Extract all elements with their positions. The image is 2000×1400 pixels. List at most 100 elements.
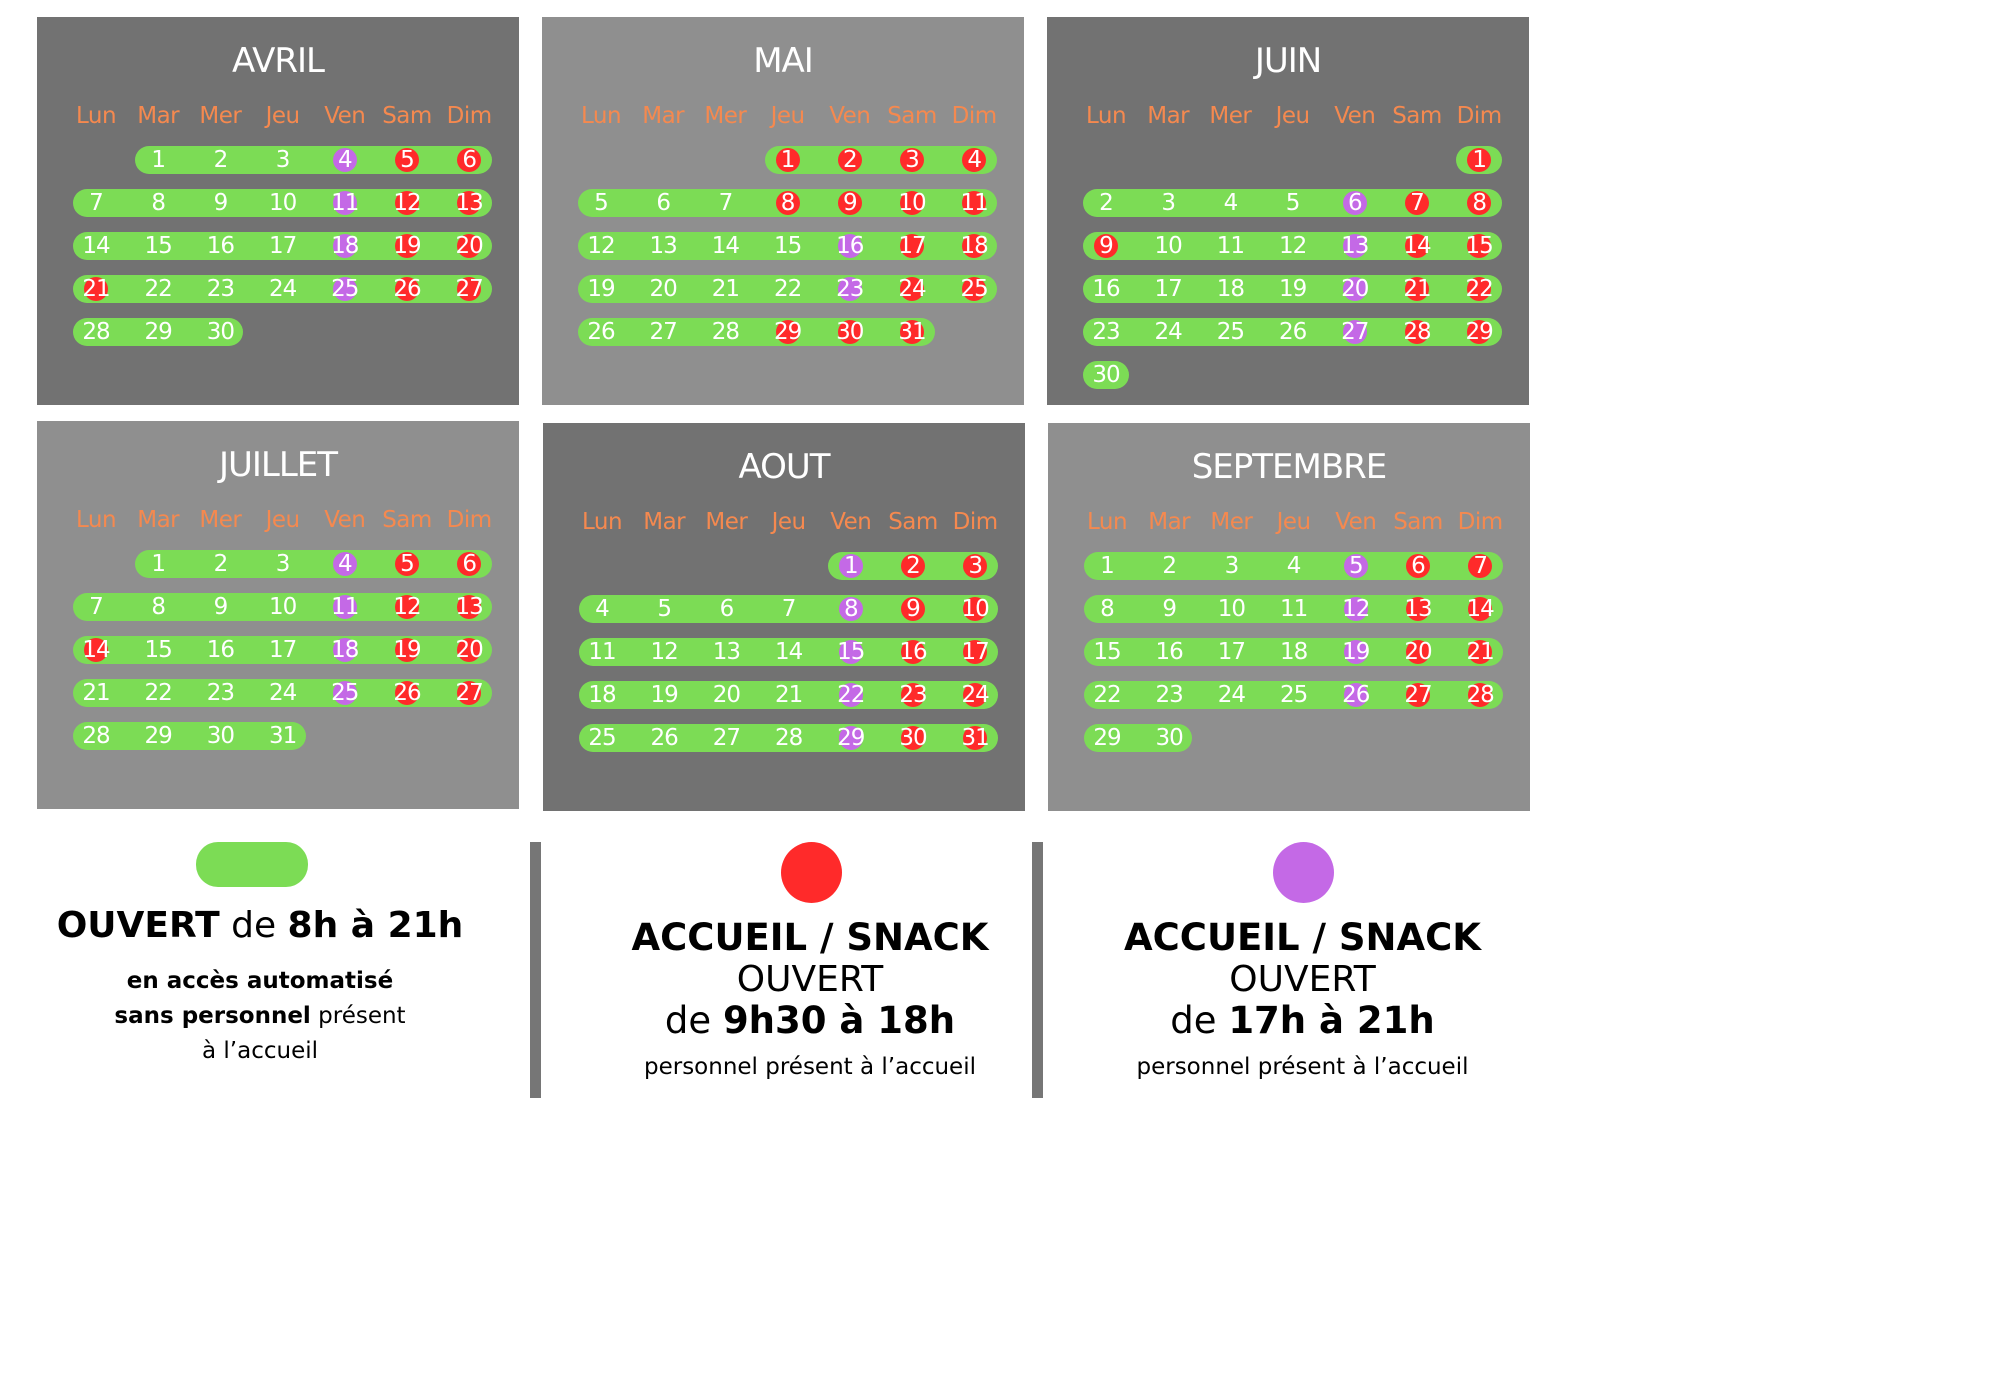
open-days-bar: [1083, 189, 1503, 217]
day-number: 11: [331, 594, 359, 620]
accueil-day-marker: [1467, 234, 1492, 258]
day-number: 12: [393, 190, 421, 216]
evening-legend-open: OUVERT: [1229, 959, 1376, 1000]
day-number: 11: [331, 190, 359, 216]
open-days-bar: [1084, 681, 1504, 709]
open-days-bar: [1084, 595, 1504, 623]
day-number: 7: [1410, 190, 1425, 216]
legend-divider: [530, 842, 541, 1098]
day-number: 23: [206, 276, 235, 302]
open-legend-title: OUVERT de 8h à 21h: [56, 905, 464, 946]
day-number: 28: [774, 725, 803, 751]
weekday-label: Dim: [951, 103, 998, 129]
day-number: 24: [1154, 319, 1183, 345]
accueil-day-marker: [901, 683, 925, 707]
day-number: 30: [206, 319, 235, 345]
day-number: 8: [780, 190, 796, 216]
day-number: 16: [206, 233, 235, 259]
day-number: 24: [268, 680, 297, 706]
weekday-label: Mar: [137, 507, 180, 533]
accueil-day-marker: [775, 148, 800, 172]
accueil-day-marker: [1405, 320, 1429, 344]
accueil-evening-marker: [332, 277, 357, 301]
day-legend: ACCUEIL / SNACK OUVERT de 9h30 à 18h per…: [560, 916, 1060, 1082]
accueil-day-marker: [395, 595, 419, 619]
day-legend-hours: de 9h30 à 18h: [664, 999, 956, 1042]
purple-dot-legend-icon: [1273, 842, 1334, 903]
accueil-day-marker: [1406, 683, 1430, 707]
day-number: 9: [213, 190, 229, 216]
day-number: 31: [898, 319, 926, 345]
day-number: 27: [455, 680, 484, 706]
day-number: 28: [1466, 682, 1495, 708]
day-number: 27: [1404, 682, 1432, 708]
open-days-bar: [1083, 361, 1129, 389]
accueil-evening-marker: [1343, 554, 1368, 578]
day-number: 22: [837, 682, 865, 708]
open-days-bar: [1083, 232, 1503, 260]
accueil-evening-marker: [332, 234, 357, 258]
day-number: 6: [719, 596, 735, 622]
day-number: 15: [144, 637, 173, 663]
accueil-evening-marker: [838, 683, 863, 707]
open-days-bar: [1083, 275, 1503, 303]
day-number: 12: [650, 639, 679, 665]
day-number: 16: [206, 637, 235, 663]
weekday-label: Jeu: [770, 103, 806, 129]
day-number: 31: [961, 725, 990, 751]
open-days-bar: [1083, 318, 1503, 346]
accueil-evening-marker: [332, 595, 357, 619]
accueil-day-marker: [457, 595, 482, 619]
day-number: 13: [455, 190, 484, 216]
day-number: 17: [898, 233, 926, 259]
day-number: 14: [711, 233, 740, 259]
day-number: 3: [275, 551, 291, 577]
day-legend-note: personnel présent à l’accueil: [643, 1054, 976, 1080]
accueil-day-marker: [1468, 554, 1493, 578]
day-number: 27: [1341, 319, 1369, 345]
accueil-day-marker: [837, 191, 862, 215]
day-number: 8: [1472, 190, 1487, 216]
day-number: 1: [1472, 147, 1487, 173]
day-number: 2: [1162, 553, 1177, 579]
open-legend: OUVERT de 8h à 21h en accès automatisé s…: [40, 904, 480, 1069]
day-number: 24: [898, 276, 926, 302]
accueil-day-marker: [963, 597, 988, 621]
day-number: 18: [1279, 639, 1308, 665]
day-number: 24: [961, 682, 990, 708]
day-number: 14: [1403, 233, 1431, 259]
day-number: 7: [718, 190, 734, 216]
weekday-label: Mer: [199, 103, 242, 129]
weekday-label: Jeu: [771, 509, 807, 535]
day-number: 21: [82, 276, 110, 302]
weekday-label: Ven: [324, 103, 366, 129]
day-number: 13: [455, 594, 484, 620]
accueil-day-marker: [963, 726, 988, 750]
accueil-evening-marker: [837, 234, 862, 258]
day-number: 23: [206, 680, 235, 706]
day-number: 5: [400, 147, 415, 173]
day-number: 29: [773, 319, 802, 345]
day-number: 20: [649, 276, 678, 302]
day-number: 2: [213, 551, 229, 577]
weekday-label: Lun: [580, 103, 622, 129]
accueil-day-marker: [901, 640, 925, 664]
day-number: 16: [1092, 276, 1120, 302]
accueil-day-marker: [901, 726, 925, 750]
open-days-bar: [73, 722, 306, 750]
day-number: 16: [1155, 639, 1184, 665]
red-dot-legend-icon: [781, 842, 842, 903]
weekday-label: Sam: [382, 103, 432, 129]
day-number: 22: [1093, 682, 1121, 708]
weekday-label: Ven: [830, 509, 872, 535]
day-number: 27: [455, 276, 484, 302]
accueil-day-marker: [1405, 234, 1429, 258]
day-number: 30: [1155, 725, 1184, 751]
day-number: 1: [151, 551, 166, 577]
open-days-bar: [1084, 724, 1193, 752]
weekday-label: Mar: [643, 509, 686, 535]
weekday-label: Dim: [1456, 103, 1503, 129]
day-number: 5: [594, 190, 609, 216]
accueil-day-marker: [1406, 597, 1430, 621]
open-days-bar: [73, 636, 493, 664]
